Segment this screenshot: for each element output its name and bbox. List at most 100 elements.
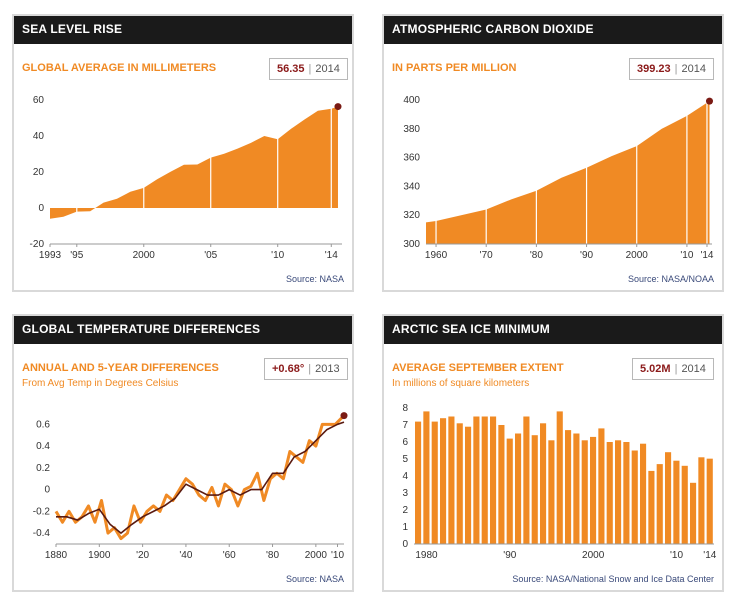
badge-separator: |	[308, 63, 312, 75]
co2-xtick-label: '80	[530, 250, 543, 261]
arctic-ice-bar	[698, 457, 705, 544]
co2-xtick-label: '70	[480, 250, 493, 261]
arctic-ice-bar	[473, 416, 480, 544]
arctic-ice-bar	[481, 416, 488, 544]
arctic-ice-panel: ARCTIC SEA ICE MINIMUM AVERAGE SEPTEMBER…	[382, 314, 724, 592]
arctic-ice-bar	[706, 458, 713, 544]
co2-ytick-label: 360	[403, 153, 420, 164]
co2-ytick-label: 400	[403, 95, 420, 106]
arctic-ice-ytick-label: 5	[402, 454, 408, 465]
arctic-ice-bar	[465, 426, 472, 544]
arctic-ice-subtitle: AVERAGE SEPTEMBER EXTENT	[392, 362, 564, 374]
co2-title: ATMOSPHERIC CARBON DIOXIDE	[392, 22, 594, 36]
temperature-title: GLOBAL TEMPERATURE DIFFERENCES	[22, 322, 261, 336]
arctic-ice-bar	[581, 440, 588, 544]
temperature-xtick-label: '10	[331, 550, 344, 561]
badge-year: 2013	[315, 363, 340, 375]
temperature-xtick-label: 1880	[45, 550, 68, 561]
arctic-ice-source: Source: NASA/National Snow and Ice Data …	[512, 574, 714, 584]
arctic-ice-ytick-label: 7	[402, 420, 408, 431]
temperature-ytick-label: 0.4	[36, 441, 50, 452]
arctic-ice-bar	[615, 440, 622, 544]
arctic-ice-title: ARCTIC SEA ICE MINIMUM	[392, 322, 550, 336]
temperature-xtick-label: 2000	[305, 550, 328, 561]
temperature-chart: 0.6 0.4 0.2 0 -0.2 -0.4 1880 1900 '20 '40 '60 '80 20…	[33, 412, 348, 561]
arctic-ice-ytick-label: 4	[402, 471, 408, 482]
arctic-ice-bar	[665, 452, 672, 544]
temperature-xtick-label: 1900	[88, 550, 111, 561]
temperature-badge: +0.68° | 2013	[264, 358, 348, 380]
temperature-ytick-label: 0.2	[36, 463, 50, 474]
temperature-panel: GLOBAL TEMPERATURE DIFFERENCES ANNUAL AN…	[12, 314, 354, 592]
sea-level-ytick-label: -20	[30, 239, 45, 250]
arctic-ice-bar	[598, 428, 605, 544]
sea-level-xtick-label: '05	[204, 250, 217, 261]
temperature-ytick-label: -0.4	[33, 528, 51, 539]
temperature-header: GLOBAL TEMPERATURE DIFFERENCES	[14, 316, 352, 344]
sea-level-subtitle: GLOBAL AVERAGE IN MILLIMETERS	[22, 62, 217, 74]
arctic-ice-bar	[640, 443, 647, 544]
arctic-ice-bar	[531, 435, 538, 544]
temperature-annual-line	[54, 414, 346, 541]
arctic-ice-bar	[648, 470, 655, 544]
co2-xtick-label: 1960	[425, 250, 448, 261]
co2-xtick-label: '14	[700, 250, 713, 261]
arctic-ice-header: ARCTIC SEA ICE MINIMUM	[384, 316, 722, 344]
arctic-ice-bar	[448, 416, 455, 544]
badge-value: 399.23	[637, 63, 671, 75]
badge-year: 2014	[681, 63, 706, 75]
co2-ytick-label: 300	[403, 239, 420, 250]
temperature-xtick-label: '80	[266, 550, 279, 561]
badge-year: 2014	[681, 363, 706, 375]
co2-latest-point	[705, 97, 713, 105]
badge-separator: |	[674, 63, 678, 75]
sea-level-xtick-label: 1993	[39, 250, 62, 261]
arctic-ice-xtick-label: '14	[703, 550, 716, 561]
temperature-source: Source: NASA	[285, 574, 344, 584]
arctic-ice-xtick-label: '90	[503, 550, 516, 561]
temperature-subtitle: ANNUAL AND 5-YEAR DIFFERENCES	[22, 362, 219, 374]
arctic-ice-bar	[556, 411, 563, 544]
arctic-ice-ytick-label: 8	[402, 403, 408, 414]
temperature-5yr-line	[56, 421, 345, 534]
arctic-ice-bar	[548, 440, 555, 544]
co2-ytick-label: 380	[403, 124, 420, 135]
co2-xtick-label: '10	[680, 250, 693, 261]
temperature-xtick-label: '40	[179, 550, 192, 561]
arctic-ice-bar	[498, 425, 505, 544]
co2-area	[426, 101, 710, 245]
badge-value: +0.68°	[272, 363, 305, 375]
arctic-ice-ytick-label: 2	[402, 505, 408, 516]
arctic-ice-bar	[515, 433, 522, 544]
arctic-ice-bar	[606, 442, 613, 544]
arctic-ice-bar	[681, 465, 688, 544]
co2-subtitle: IN PARTS PER MILLION	[392, 62, 517, 74]
sea-level-latest-point	[334, 103, 342, 111]
arctic-ice-bar	[690, 482, 697, 544]
sea-level-ytick-label: 40	[33, 131, 45, 142]
arctic-ice-bar	[423, 411, 430, 544]
badge-value: 56.35	[277, 63, 305, 75]
co2-ytick-label: 340	[403, 181, 420, 192]
co2-source: Source: NASA/NOAA	[627, 274, 714, 284]
sea-level-xtick-label: '10	[271, 250, 284, 261]
sea-level-title: SEA LEVEL RISE	[22, 22, 123, 36]
arctic-ice-bar	[590, 436, 597, 544]
arctic-ice-ytick-label: 1	[402, 522, 408, 533]
co2-badge: 399.23 | 2014	[629, 58, 714, 80]
arctic-ice-chart: 8 7 6 5 4 3 2 1 0 1980 '90 2000 '10 '14	[402, 403, 716, 561]
temperature-subtitle-2: From Avg Temp in Degrees Celsius	[22, 378, 179, 389]
arctic-ice-bar	[573, 433, 580, 544]
arctic-ice-bar	[523, 416, 530, 544]
badge-value: 5.02M	[640, 363, 671, 375]
sea-level-ytick-label: 60	[33, 95, 45, 106]
temperature-ytick-label: 0	[44, 485, 50, 496]
arctic-ice-bar	[540, 423, 547, 544]
sea-level-panel: SEA LEVEL RISE GLOBAL AVERAGE IN MILLIME…	[12, 14, 354, 292]
sea-level-ytick-label: 20	[33, 167, 45, 178]
co2-chart: 400 380 360 340 320 300 1960 '70 '80 '90 2000 '10 '1…	[403, 95, 714, 261]
arctic-ice-ytick-label: 0	[402, 539, 408, 550]
arctic-ice-bar	[456, 423, 463, 544]
temperature-ytick-label: 0.6	[36, 419, 50, 430]
